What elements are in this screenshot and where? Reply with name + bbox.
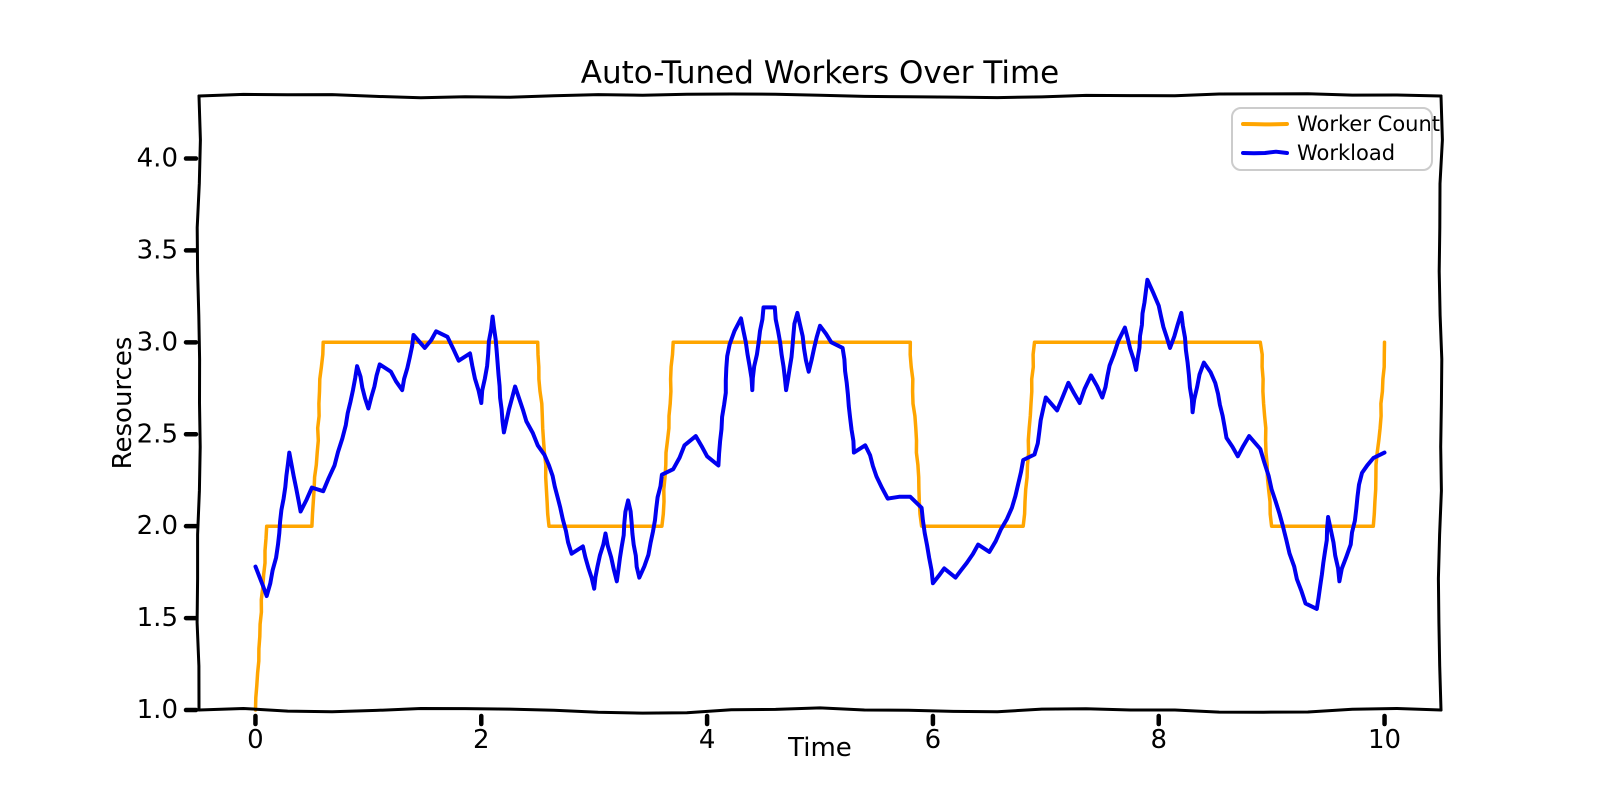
- x-tick-label: 2: [473, 725, 490, 755]
- y-tick-label: 3.0: [137, 327, 178, 357]
- series-group: [253, 277, 1387, 712]
- worker-count-line: [253, 340, 1387, 712]
- y-tick-label: 4.0: [137, 144, 178, 174]
- x-tick-label: 0: [247, 725, 264, 755]
- legend-label-0: Worker Count: [1297, 112, 1440, 136]
- workload-line: [253, 277, 1387, 611]
- left-spine: [195, 94, 202, 712]
- y-tick-label: 2.0: [137, 511, 178, 541]
- y-tick-label: 1.5: [137, 603, 178, 633]
- x-tick-label: 4: [699, 725, 716, 755]
- legend: Worker Count Workload: [1231, 107, 1440, 171]
- x-tick-label: 6: [925, 725, 942, 755]
- legend-label-1: Workload: [1297, 141, 1395, 165]
- right-spine: [1436, 94, 1444, 712]
- ticks-group: 0 2 4 6 8 10 1.0 1.5 2.0 2.5 3.0 3.5 4.0: [137, 144, 1401, 755]
- y-tick-label: 1.0: [137, 695, 178, 725]
- y-tick-label: 3.5: [137, 235, 178, 265]
- bottom-spine: [197, 706, 1443, 715]
- y-axis-label: Resources: [108, 337, 138, 470]
- axes-group: [195, 92, 1444, 715]
- x-axis-label: Time: [787, 733, 852, 763]
- legend-line-workload: [1241, 149, 1289, 156]
- x-tick-label: 10: [1368, 725, 1401, 755]
- chart-title: Auto-Tuned Workers Over Time: [581, 55, 1060, 91]
- top-spine: [197, 92, 1443, 100]
- y-tick-label: 2.5: [137, 419, 178, 449]
- x-tick-label: 8: [1150, 725, 1167, 755]
